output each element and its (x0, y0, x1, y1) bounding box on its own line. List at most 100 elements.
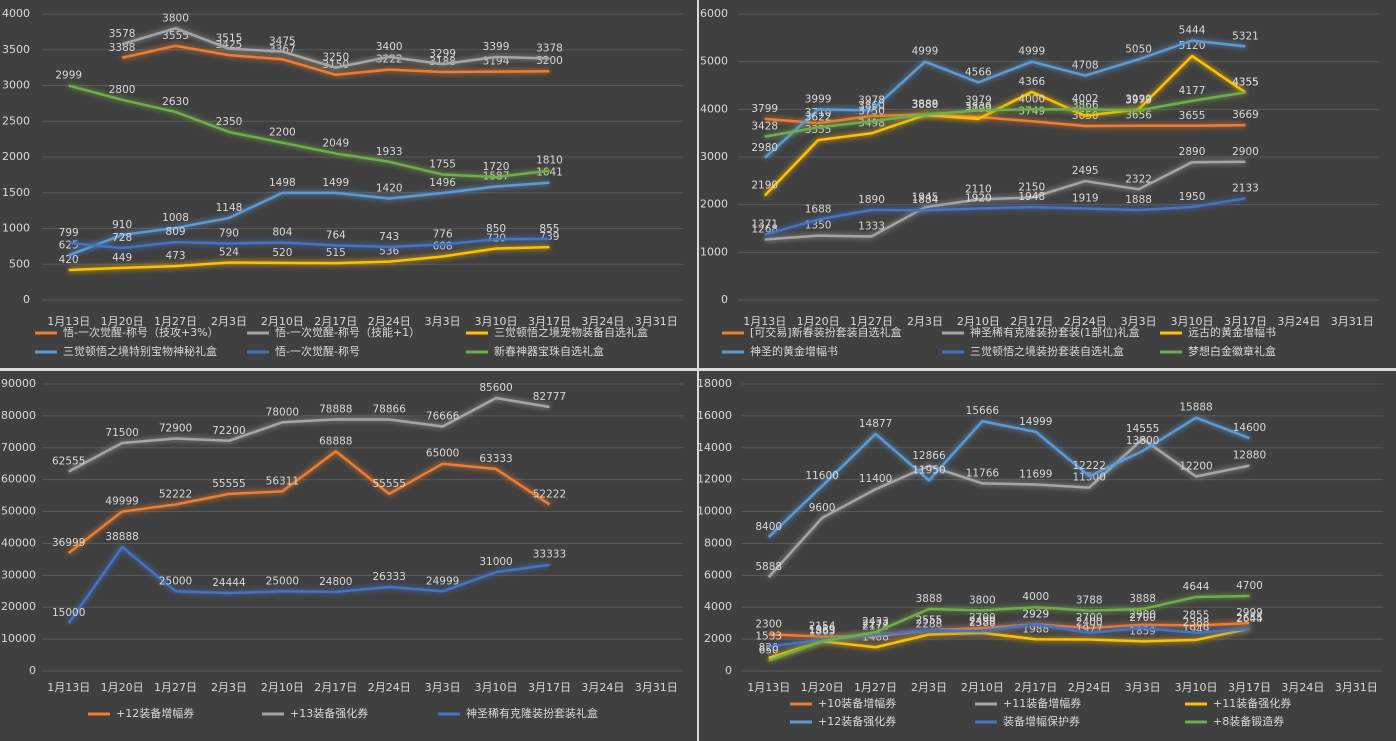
x-tick-label: 3月17日 (1224, 315, 1267, 328)
data-label: 1933 (376, 146, 403, 158)
legend-label: +8装备锻造券 (1213, 714, 1284, 728)
data-label: 3388 (109, 42, 136, 54)
data-label: 420 (59, 254, 79, 266)
y-tick-label: 30000 (1, 568, 36, 581)
data-label: 3475 (269, 36, 296, 48)
data-label: 1533 (755, 631, 782, 643)
series-line (121, 44, 550, 77)
legend-label: 悟-一次觉醒-称号 (275, 344, 360, 358)
x-tick-label: 1月13日 (747, 681, 790, 694)
data-label: 63333 (479, 453, 512, 465)
x-tick-label: 3月3日 (1121, 315, 1157, 328)
x-tick-label: 2月24日 (1064, 315, 1107, 328)
data-label: 14877 (859, 418, 892, 430)
data-label: 3978 (858, 94, 885, 106)
data-label: 2300 (755, 618, 782, 630)
x-tick-label: 2月17日 (314, 681, 357, 694)
legend-label: 三觉顿悟之境装扮套装自选礼盒 (970, 344, 1124, 358)
y-tick-label: 12000 (697, 473, 732, 486)
data-label: 1498 (269, 177, 296, 189)
x-tick-label: 1月13日 (47, 315, 90, 328)
data-label: 3399 (483, 41, 510, 53)
data-label: 3428 (751, 121, 778, 133)
data-label: 4177 (1179, 85, 1206, 97)
data-label: 2388 (969, 617, 996, 629)
series-line (768, 594, 1250, 662)
data-label: 12866 (912, 450, 946, 462)
series-line (767, 437, 1250, 578)
x-tick-label: 3月17日 (528, 315, 571, 328)
data-label: 11500 (1073, 472, 1106, 484)
data-label: 1920 (965, 192, 992, 204)
x-tick-label: 2月3日 (211, 315, 247, 328)
data-label: 62555 (52, 456, 85, 468)
y-tick-label: 2000 (2, 150, 30, 163)
legend-label: 悟-一次觉醒-称号（技能+1） (275, 325, 420, 339)
data-label: 3979 (1125, 94, 1152, 106)
x-tick-label: 3月24日 (581, 681, 624, 694)
data-label: 4000 (1018, 93, 1045, 105)
data-label: 3750 (858, 105, 885, 117)
series-line (763, 39, 1246, 159)
series-line (68, 237, 550, 250)
data-label: 1865 (809, 625, 836, 637)
x-tick-label: 2月24日 (368, 681, 411, 694)
data-label: 85600 (479, 382, 512, 394)
data-label: 2999 (55, 70, 82, 82)
data-label: 2644 (1236, 613, 1263, 625)
data-label: 2999 (1236, 607, 1263, 619)
x-tick-label: 1月13日 (743, 315, 786, 328)
y-tick-label: 80000 (1, 409, 36, 422)
series-line (768, 627, 1250, 660)
data-label: 78888 (319, 403, 352, 415)
data-label: 1371 (751, 219, 778, 231)
data-label: 2929 (1022, 608, 1049, 620)
data-label: 3578 (109, 28, 136, 40)
data-label: 2980 (751, 142, 778, 154)
data-label: 515 (326, 247, 346, 259)
data-label: 38888 (105, 531, 138, 543)
data-label: 3250 (322, 52, 349, 64)
y-tick-label: 6000 (704, 568, 732, 581)
x-tick-label: 2月24日 (1068, 681, 1111, 694)
data-label: 809 (166, 226, 186, 238)
data-label: 3150 (322, 59, 349, 71)
x-tick-label: 2月24日 (368, 315, 411, 328)
panel (0, 0, 697, 368)
y-tick-label: 4000 (2, 7, 30, 20)
data-label: 2929 (1022, 608, 1049, 620)
data-label: 2388 (1183, 617, 1210, 629)
data-label: 473 (166, 250, 186, 262)
data-label: 728 (112, 232, 132, 244)
y-tick-label: 2000 (700, 198, 728, 211)
data-label: 2322 (1125, 173, 1152, 185)
data-label: 3749 (1018, 105, 1045, 117)
y-tick-label: 3000 (2, 79, 30, 92)
x-tick-label: 2月17日 (314, 315, 357, 328)
data-label: 3999 (1125, 93, 1152, 105)
series-line (68, 245, 550, 272)
legend-label: 梦想白金徽章礼盒 (1188, 344, 1276, 358)
data-label: 1008 (162, 212, 189, 224)
data-label: 1890 (858, 194, 885, 206)
legend-label: +12装备增幅券 (116, 706, 194, 720)
x-tick-label: 3月10日 (1175, 681, 1218, 694)
data-label: 1688 (805, 204, 832, 216)
data-label: 9600 (809, 502, 836, 514)
x-tick-label: 1月20日 (101, 315, 144, 328)
y-tick-label: 2500 (2, 114, 30, 127)
legend-label: 新春神器宝珠自选礼盒 (494, 344, 604, 358)
x-tick-label: 2月10日 (261, 315, 304, 328)
y-tick-label: 5000 (700, 55, 728, 68)
y-tick-label: 20000 (1, 600, 36, 613)
data-label: 4999 (912, 46, 939, 58)
x-tick-label: 2月3日 (911, 681, 947, 694)
series-line (68, 181, 550, 257)
data-label: 3194 (483, 56, 510, 68)
data-label: 11950 (912, 464, 945, 476)
series-line (121, 27, 550, 69)
data-label: 1959 (809, 624, 836, 636)
data-label: 3888 (912, 99, 939, 111)
series-line (764, 197, 1246, 236)
